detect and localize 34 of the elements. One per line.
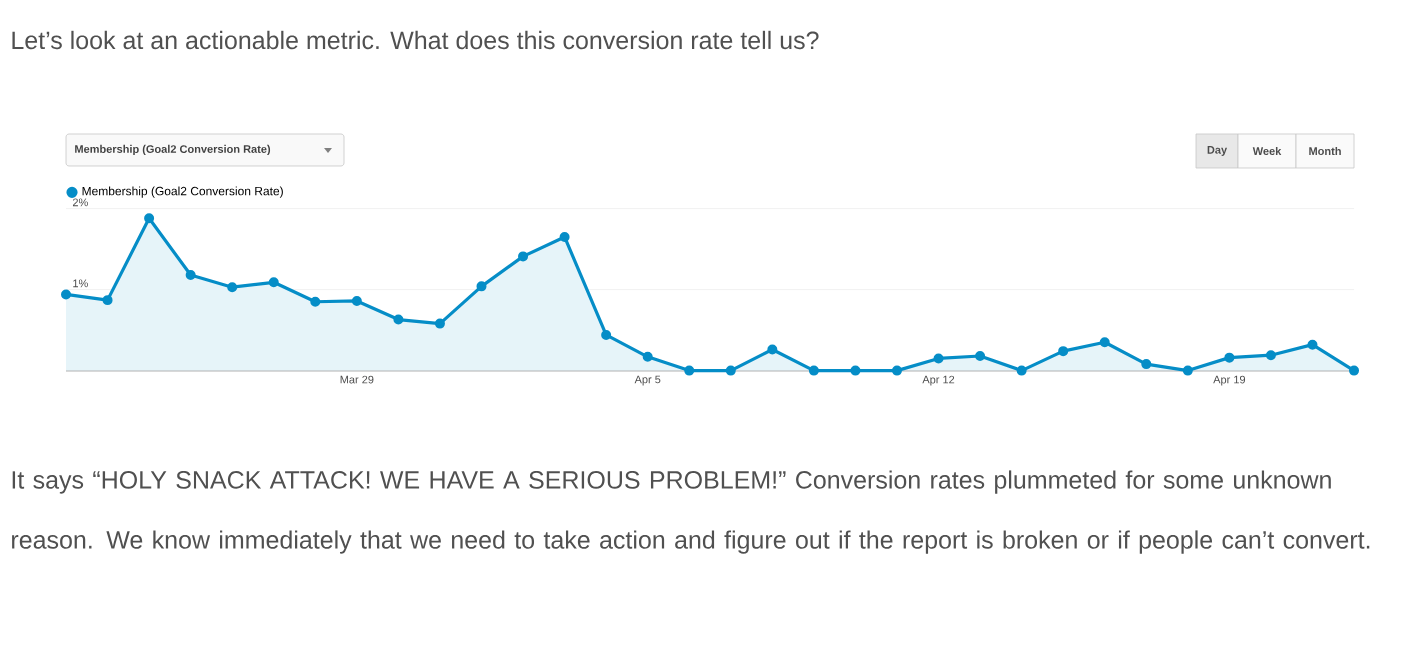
point xyxy=(1016,365,1027,376)
point xyxy=(891,365,902,376)
point xyxy=(518,251,529,262)
point xyxy=(351,295,362,306)
point xyxy=(434,318,445,329)
text: It says “HOLY SNACK ATTACK! WE HAVE A SERIOUS PROBLEM!” Conversion rates plummeted for some unknown reason. We know immediately that we need to take action and figure out if the report is broken or if people can’t convert. xyxy=(12,470,1370,554)
point xyxy=(144,213,155,224)
point xyxy=(850,365,861,376)
point xyxy=(808,365,819,376)
point xyxy=(1265,350,1276,361)
point xyxy=(1224,352,1235,363)
point xyxy=(1307,339,1318,350)
point xyxy=(767,344,778,355)
point xyxy=(268,277,279,288)
point xyxy=(1141,359,1152,370)
point xyxy=(476,281,487,292)
point xyxy=(61,289,72,300)
point xyxy=(975,351,986,362)
point xyxy=(227,282,238,293)
point xyxy=(1182,365,1193,376)
point xyxy=(559,231,570,242)
point xyxy=(1058,346,1069,357)
point xyxy=(1099,337,1110,348)
point xyxy=(310,296,321,307)
point xyxy=(684,365,695,376)
point xyxy=(601,329,612,340)
point xyxy=(1349,365,1360,376)
chart-title: Let’s look at an actionable metric. What does this conversion rate tell us? xyxy=(12,30,819,50)
point xyxy=(393,314,404,325)
point xyxy=(725,365,736,376)
point xyxy=(933,353,944,364)
point xyxy=(642,351,653,362)
point xyxy=(102,295,113,306)
point xyxy=(185,270,196,281)
